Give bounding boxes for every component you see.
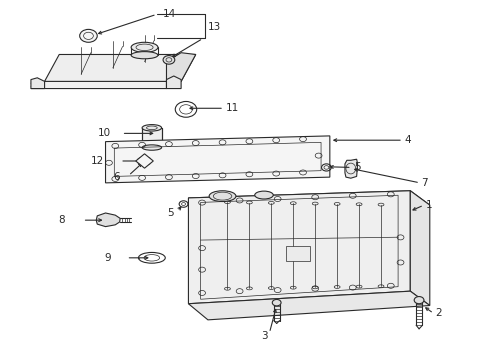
Text: 2: 2	[434, 309, 441, 318]
Polygon shape	[166, 76, 181, 89]
Text: 11: 11	[225, 103, 239, 113]
Polygon shape	[285, 246, 310, 261]
Polygon shape	[31, 78, 44, 89]
Ellipse shape	[142, 145, 161, 150]
Text: 6: 6	[113, 172, 119, 182]
Polygon shape	[105, 136, 329, 183]
Polygon shape	[188, 291, 429, 320]
Polygon shape	[96, 213, 120, 226]
Text: 5: 5	[167, 208, 174, 219]
Ellipse shape	[209, 191, 236, 202]
Text: 7: 7	[421, 178, 427, 188]
Ellipse shape	[254, 191, 273, 199]
Text: 12: 12	[91, 156, 104, 166]
Text: 5: 5	[353, 162, 360, 172]
Polygon shape	[31, 81, 181, 89]
Polygon shape	[44, 54, 195, 81]
Text: 10: 10	[98, 129, 111, 138]
Circle shape	[272, 300, 281, 306]
Circle shape	[413, 297, 423, 304]
Polygon shape	[344, 159, 357, 178]
Polygon shape	[188, 191, 429, 212]
Text: 13: 13	[207, 22, 221, 32]
Text: 14: 14	[162, 9, 176, 19]
FancyBboxPatch shape	[142, 128, 161, 148]
Polygon shape	[166, 53, 195, 89]
Polygon shape	[136, 154, 153, 168]
Text: 1: 1	[425, 200, 431, 210]
Text: 4: 4	[404, 135, 410, 145]
Text: 3: 3	[261, 331, 267, 341]
Text: 8: 8	[58, 215, 65, 225]
Circle shape	[163, 55, 174, 64]
Ellipse shape	[131, 51, 158, 59]
Polygon shape	[409, 191, 429, 306]
Ellipse shape	[142, 125, 161, 131]
Text: 9: 9	[104, 253, 110, 263]
Ellipse shape	[131, 42, 158, 52]
Polygon shape	[188, 191, 409, 304]
Circle shape	[80, 30, 97, 42]
